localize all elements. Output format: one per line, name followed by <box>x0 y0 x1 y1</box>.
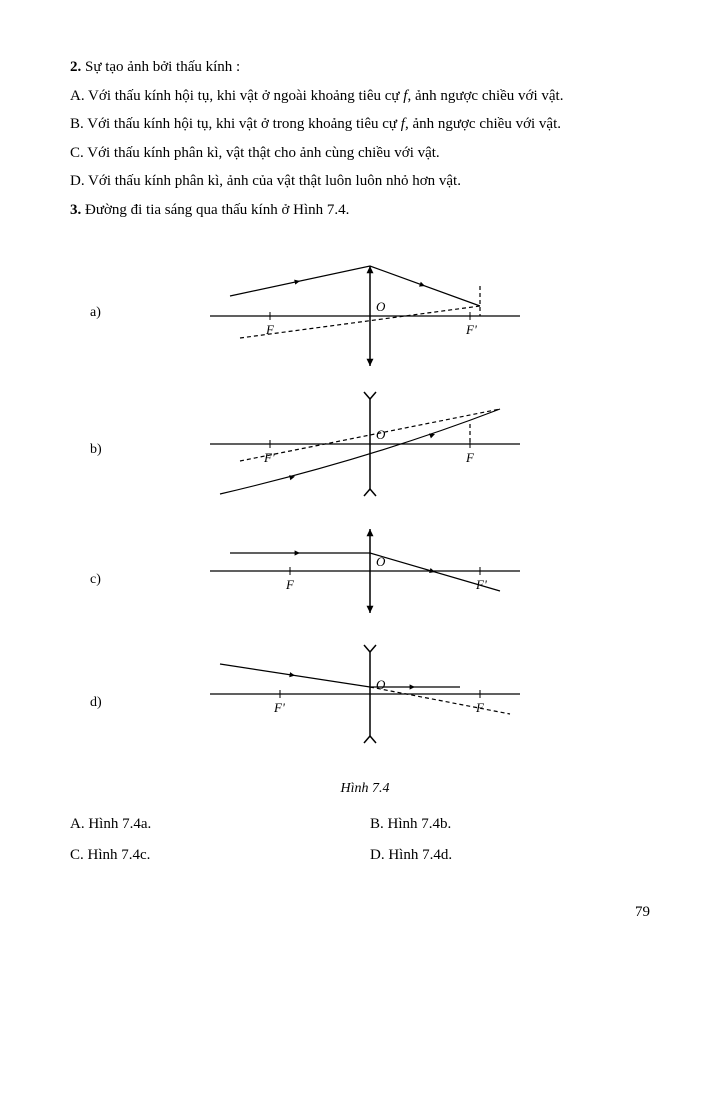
q2-a-pre: A. Với thấu kính hội tụ, khi vật ở ngoài… <box>70 88 403 104</box>
diagram-b-label: b) <box>70 439 150 460</box>
diagram-c-row: c) FF'O <box>70 521 660 639</box>
diagram-d-row: d) F'FO <box>70 639 660 767</box>
q2-option-a: A. Với thấu kính hội tụ, khi vật ở ngoài… <box>70 85 660 108</box>
diagram-a-svg: F F' O <box>150 246 660 379</box>
q2-stem-text: Sự tạo ảnh bởi thấu kính : <box>85 59 240 75</box>
q2-option-b: B. Với thấu kính hội tụ, khi vật ở trong… <box>70 113 660 136</box>
q2-stem: 2. Sự tạo ảnh bởi thấu kính : <box>70 56 660 79</box>
q2-a-post: , ảnh ngược chiều với vật. <box>407 88 563 104</box>
q3-option-d: D. Hình 7.4d. <box>370 844 660 867</box>
svg-text:O: O <box>376 427 386 442</box>
svg-text:F: F <box>265 322 275 337</box>
svg-text:F': F' <box>263 450 275 465</box>
figure-7-4: a) FF'O b) F'FO c) FF'O d) F'FO <box>70 246 660 766</box>
q2-option-c: C. Với thấu kính phân kì, vật thật cho ả… <box>70 142 660 165</box>
page-number: 79 <box>70 901 660 924</box>
diagram-b-svg: F' F O <box>150 379 660 522</box>
diagram-a-label: a) <box>70 302 150 323</box>
q2-b-pre: B. Với thấu kính hội tụ, khi vật ở trong… <box>70 116 401 132</box>
diagram-d-svg: F'FO <box>150 639 660 767</box>
diagram-c-label: c) <box>70 569 150 590</box>
figure-caption: Hình 7.4 <box>70 778 660 799</box>
q3-option-c: C. Hình 7.4c. <box>70 844 360 867</box>
q2-number: 2. <box>70 59 81 75</box>
q2-b-post: , ảnh ngược chiều với vật. <box>405 116 561 132</box>
q3-option-b: B. Hình 7.4b. <box>370 813 660 836</box>
q2-option-d: D. Với thấu kính phân kì, ảnh của vật th… <box>70 170 660 193</box>
svg-text:O: O <box>376 299 386 314</box>
q3-options: A. Hình 7.4a. B. Hình 7.4b. C. Hình 7.4c… <box>70 813 660 866</box>
q3-stem-text: Đường đi tia sáng qua thấu kính ở Hình 7… <box>85 202 349 218</box>
q3-number: 3. <box>70 202 81 218</box>
svg-text:F': F' <box>465 322 477 337</box>
diagram-b-row: b) F' F O <box>70 379 660 522</box>
svg-text:F: F <box>285 577 295 592</box>
svg-text:F': F' <box>273 700 285 715</box>
q3-option-a: A. Hình 7.4a. <box>70 813 360 836</box>
q3-stem: 3. Đường đi tia sáng qua thấu kính ở Hìn… <box>70 199 660 222</box>
diagram-a-row: a) F F' O <box>70 246 660 379</box>
diagram-c-svg: FF'O <box>150 521 660 639</box>
svg-text:F: F <box>465 450 475 465</box>
diagram-d-label: d) <box>70 692 150 713</box>
